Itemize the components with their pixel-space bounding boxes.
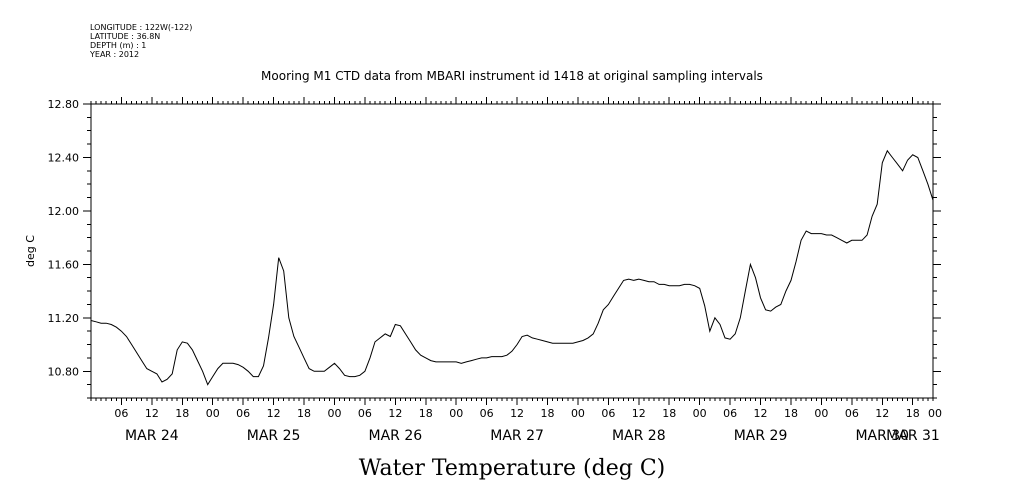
x-hour-label: 18 [906,407,920,420]
x-axis: 06 12 18 00 06 12 18 00 06 12 18 00 06 12 18 00 06 12 18 00… [90,97,942,444]
x-hour-label: 06 [358,407,372,420]
y-tick-label: 12.80 [48,98,80,111]
x-hour-label: 12 [388,407,402,420]
x-hour-label: 12 [267,407,281,420]
x-day-label: MAR 24 [125,428,179,444]
x-hour-label: 06 [480,407,494,420]
y-tick-label: 12.00 [48,205,80,218]
x-day-label: MAR 28 [612,428,666,444]
temperature-series-line [90,149,934,386]
x-hour-label: 06 [236,407,250,420]
x-hour-label: 00 [814,407,828,420]
x-hour-label: 00 [693,407,707,420]
x-hour-label: 00 [206,407,220,420]
x-hour-label: 00 [571,407,585,420]
x-hour-label: 18 [175,407,189,420]
depth-label: DEPTH (m) : 1 [90,41,146,50]
y-axis-label: deg C [24,235,37,267]
x-hour-label: 06 [114,407,128,420]
series-layer [90,149,934,386]
x-day-label: MAR 29 [734,428,788,444]
x-hour-label: 00 [327,407,341,420]
x-hour-label: 12 [510,407,524,420]
y-tick-label: 10.80 [48,365,80,378]
x-day-label: MAR 31 [886,428,940,444]
x-hour-label: 18 [784,407,798,420]
chart-title: Mooring M1 CTD data from MBARI instrumen… [261,69,763,83]
x-day-label: MAR 30 [855,428,909,444]
x-hour-label: 12 [875,407,889,420]
y-tick-label: 11.60 [48,258,80,271]
x-hour-label: 00 [449,407,463,420]
x-hour-label: 06 [845,407,859,420]
year-label: YEAR : 2012 [89,50,139,59]
x-hour-label: 12 [754,407,768,420]
plot-frame [90,103,934,399]
x-hour-label: 18 [297,407,311,420]
longitude-label: LONGITUDE : 122W(-122) [90,23,192,32]
x-hour-label: 12 [632,407,646,420]
x-hour-label: 06 [601,407,615,420]
x-hour-label: 18 [419,407,433,420]
x-hour-label: 18 [662,407,676,420]
y-axis: 10.80 11.20 11.60 12.00 12.40 12.80 [48,98,941,399]
latitude-label: LATITUDE : 36.8N [90,32,160,41]
x-day-label: MAR 26 [369,428,423,444]
x-day-label: MAR 25 [247,428,301,444]
y-tick-label: 11.20 [48,312,80,325]
y-tick-label: 12.40 [48,151,80,164]
x-hour-label: 12 [145,407,159,420]
x-hour-label: 18 [541,407,555,420]
x-hour-label: 00 [928,407,942,420]
x-day-label: MAR 27 [490,428,544,444]
x-hour-label: 06 [723,407,737,420]
x-axis-label: Water Temperature (deg C) [359,456,666,481]
